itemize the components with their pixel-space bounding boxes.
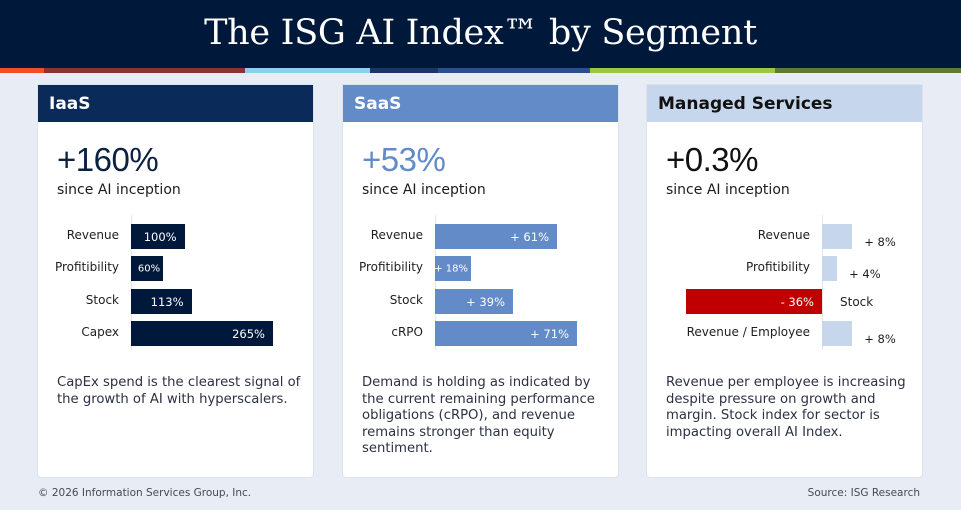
bar: + 18% bbox=[434, 256, 471, 281]
chart-axis bbox=[131, 215, 132, 350]
category-label: Capex bbox=[81, 325, 119, 339]
bar bbox=[822, 321, 853, 346]
stripe-segment bbox=[590, 68, 775, 73]
iaas-bar-chart: Revenue 100% Profitibility 60% Stock 113% Cape… bbox=[38, 215, 313, 350]
category-label: Profitibility bbox=[358, 260, 423, 274]
card-managed-services: Managed Services +0.3% since AI inceptio… bbox=[647, 85, 922, 477]
bar: 265% bbox=[131, 321, 273, 346]
stripe-segment bbox=[370, 68, 438, 73]
headline-caption: since AI inception bbox=[57, 182, 181, 198]
category-label: Revenue / Employee bbox=[686, 325, 810, 339]
title-banner: The ISG AI Index™ by Segment bbox=[0, 0, 961, 68]
category-label: Revenue bbox=[370, 228, 423, 242]
page-title: The ISG AI Index™ by Segment bbox=[204, 12, 757, 53]
stripe-segment bbox=[245, 68, 370, 73]
color-stripe bbox=[0, 68, 961, 73]
data-label: + 18% bbox=[434, 263, 468, 274]
data-label: - 36% bbox=[780, 294, 814, 309]
bar: + 39% bbox=[435, 289, 513, 314]
bar: 113% bbox=[131, 289, 192, 314]
chart-axis bbox=[822, 215, 823, 350]
headline-caption: since AI inception bbox=[362, 182, 486, 198]
category-label: Stock bbox=[389, 293, 423, 307]
card-description: CapEx spend is the clearest signal of th… bbox=[57, 375, 301, 407]
bar: + 71% bbox=[435, 321, 577, 346]
bar: - 36% bbox=[685, 289, 822, 314]
card-header: IaaS bbox=[38, 85, 313, 122]
stripe-segment bbox=[44, 68, 245, 73]
source-text: Source: ISG Research bbox=[807, 487, 920, 499]
card-description: Demand is holding as indicated by the cu… bbox=[362, 375, 595, 456]
stripe-segment bbox=[438, 68, 590, 73]
headline-value: +160% bbox=[57, 141, 159, 178]
bar bbox=[822, 256, 838, 281]
bar: + 61% bbox=[435, 224, 557, 249]
data-label: 60% bbox=[137, 263, 161, 274]
card-iaas: IaaS +160% since AI inception Revenue 100… bbox=[38, 85, 313, 477]
headline-caption: since AI inception bbox=[666, 182, 790, 198]
bar: 60% bbox=[131, 256, 164, 281]
data-label: + 4% bbox=[849, 267, 881, 281]
data-label: + 8% bbox=[864, 332, 896, 346]
data-label: + 8% bbox=[864, 235, 896, 249]
card-header: Managed Services bbox=[647, 85, 922, 122]
managed-services-bar-chart: Revenue + 8% Profitibility + 4% - 36% Stock Re… bbox=[647, 215, 922, 350]
card-saas: SaaS +53% since AI inception Revenue + 61… bbox=[343, 85, 618, 477]
headline-value: +53% bbox=[362, 141, 446, 178]
category-label: Revenue bbox=[757, 228, 810, 242]
saas-bar-chart: Revenue + 61% Profitibility + 18% Stock + 39%… bbox=[343, 215, 618, 350]
bar bbox=[822, 224, 853, 249]
data-label: + 39% bbox=[466, 294, 505, 309]
data-label: 265% bbox=[232, 326, 265, 341]
bar: 100% bbox=[131, 224, 185, 249]
data-label: 113% bbox=[150, 294, 184, 309]
category-label: cRPO bbox=[391, 325, 423, 339]
category-label: Profitibility bbox=[54, 260, 119, 274]
data-label: + 61% bbox=[510, 229, 549, 244]
category-label: Profitibility bbox=[745, 260, 810, 274]
data-label: 100% bbox=[143, 229, 177, 244]
chart-axis bbox=[435, 215, 436, 350]
category-label: Stock bbox=[840, 295, 874, 309]
category-label: Revenue bbox=[66, 228, 119, 242]
headline-value: +0.3% bbox=[666, 141, 759, 178]
card-description: Revenue per employee is increasing despi… bbox=[666, 375, 906, 440]
stripe-segment bbox=[775, 68, 961, 73]
card-header: SaaS bbox=[343, 85, 618, 122]
copyright-text: © 2026 Information Services Group, Inc. bbox=[38, 487, 252, 499]
data-label: + 71% bbox=[530, 326, 569, 341]
category-label: Stock bbox=[85, 293, 119, 307]
stripe-segment bbox=[0, 68, 44, 73]
